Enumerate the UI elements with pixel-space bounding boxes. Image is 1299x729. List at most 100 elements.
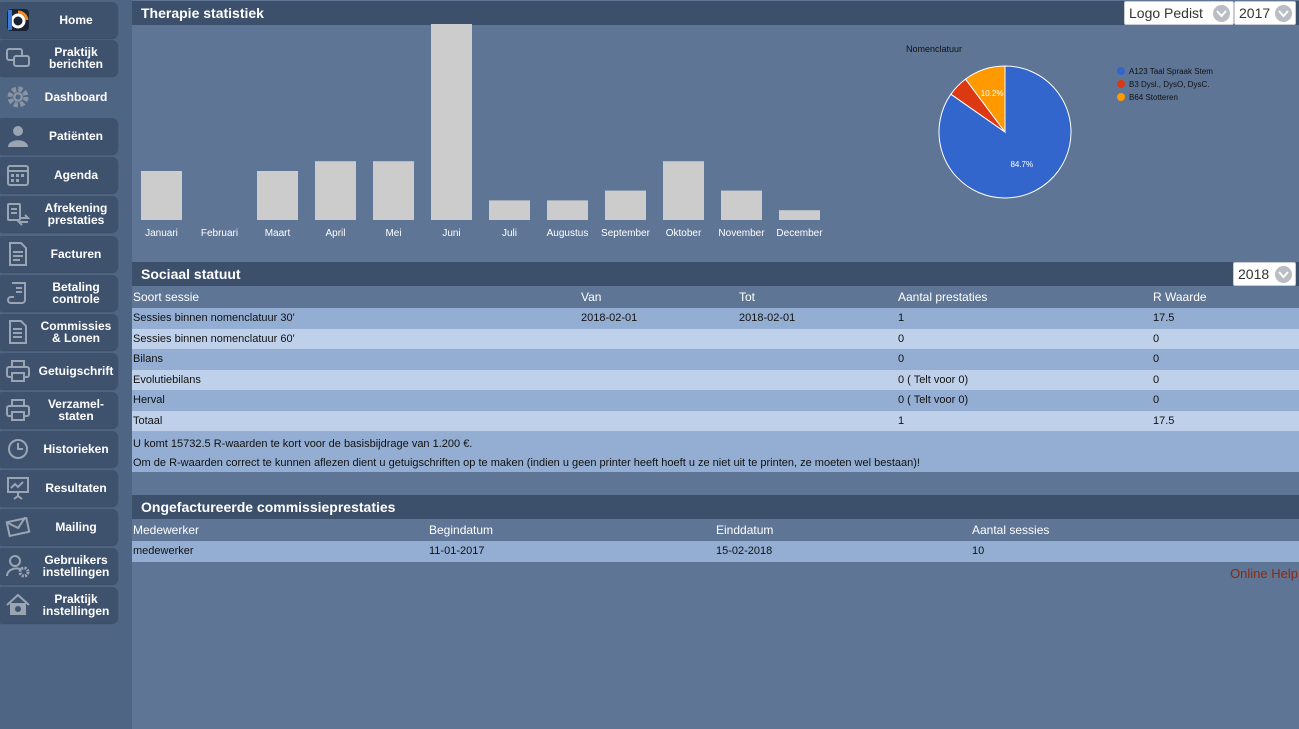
user-settings-icon [0,548,36,584]
x-tick-label: September [601,228,651,239]
table-cell: 0 [1152,369,1299,390]
column-header: Medewerker [132,519,428,541]
table-row: medewerker 11-01-2017 15-02-2018 10 [132,541,1299,562]
legend-marker [1117,67,1125,75]
practice-select-value: Logo Pedist [1129,5,1203,21]
table-cell: 0 [1152,390,1299,411]
online-help-link[interactable]: Online Help [1230,566,1298,581]
sidebar-item-label: Betaling controle [52,280,100,306]
bar-januari[interactable] [141,171,182,220]
social-table: Soort sessie Van Tot Aantal prestaties R… [132,286,1299,431]
bar-maart[interactable] [257,171,298,220]
commissions-table-header: Medewerker Begindatum Einddatum Aantal s… [132,519,1299,541]
table-cell [738,390,897,411]
table-cell [580,410,738,431]
presentation-icon [0,470,36,506]
legend-entry: A123 Taal Spraak Stem [1129,67,1213,76]
sidebar-item-historieken[interactable]: Historieken [0,431,118,467]
sidebar: Home Praktijk berichten Dashboard Patiën… [0,0,132,729]
sidebar-item-getuigschrift[interactable]: Getuigschrift [0,353,118,389]
bar-augustus[interactable] [547,200,588,220]
house-settings-icon [0,587,36,623]
x-tick-label: Oktober [666,228,702,239]
pie-slice[interactable] [938,65,1072,199]
commissions-table: Medewerker Begindatum Einddatum Aantal s… [132,519,1299,562]
sidebar-item-commissies-lonen[interactable]: Commissies & Lonen [0,314,118,350]
x-tick-label: November [718,228,765,239]
sidebar-item-facturen[interactable]: Facturen [0,236,118,272]
therapy-header: Therapie statistiek [132,1,1299,25]
bar-april[interactable] [315,161,356,220]
sidebar-item-label: Mailing [55,520,97,534]
sidebar-item-label: Historieken [43,442,109,456]
clock-icon [0,431,36,467]
therapy-year-select[interactable]: 2017 [1234,1,1296,25]
x-tick-label: Mei [385,228,401,239]
sidebar-item-label: Resultaten [45,481,107,495]
table-cell: 17.5 [1152,308,1299,329]
sidebar-item-afrekening-prestaties[interactable]: Afrekening prestaties [0,196,118,232]
sidebar-item-gebruikers-instellingen[interactable]: Gebruikers instellingen [0,548,118,584]
x-tick-label: Juli [502,228,517,239]
table-row: Herval 0 ( Telt voor 0) 0 [132,390,1299,411]
bar-december[interactable] [779,210,820,220]
shortfall-note: U komt 15732.5 R-waarden te kort voor de… [133,438,473,450]
table-cell: 1 [897,308,1152,329]
bar-november[interactable] [721,190,762,220]
chevron-down-icon [1213,5,1230,22]
column-header: R Waarde [1152,286,1299,308]
sidebar-item-dashboard[interactable]: Dashboard [0,79,118,115]
column-header: Einddatum [715,519,971,541]
sidebar-item-mailing[interactable]: Mailing [0,509,118,545]
envelope-icon [0,509,36,545]
sidebar-item-praktijk-instellingen[interactable]: Praktijk instellingen [0,587,118,623]
sidebar-item-agenda[interactable]: Agenda [0,157,118,193]
table-cell [580,349,738,370]
social-header: Sociaal statuut [132,262,1299,286]
table-cell: 17.5 [1152,410,1299,431]
sidebar-item-home[interactable]: Home [0,2,118,38]
sidebar-item-patienten[interactable]: Patiënten [0,118,118,154]
chevron-down-icon [1275,266,1292,283]
bar-mei[interactable] [373,161,414,220]
table-cell: 2018-02-01 [580,308,738,329]
sidebar-item-resultaten[interactable]: Resultaten [0,470,118,506]
bar-oktober[interactable] [663,161,704,220]
bar-september[interactable] [605,190,646,220]
x-tick-label: Januari [145,228,178,239]
table-cell: 0 [1152,349,1299,370]
chevron-down-icon [1275,5,1292,22]
table-cell: 10 [971,541,1299,562]
practice-select[interactable]: Logo Pedist [1124,1,1234,25]
bar-juli[interactable] [489,200,530,220]
commissions-title: Ongefactureerde commissieprestaties [141,499,396,515]
x-tick-label: Maart [265,228,291,239]
legend-marker [1117,80,1125,88]
sidebar-item-betaling-controle[interactable]: Betaling controle [0,275,118,311]
table-cell: medewerker [132,541,428,562]
table-cell: Sessies binnen nomenclatuur 30' [132,308,580,329]
table-cell [738,369,897,390]
sidebar-item-label: Dashboard [44,90,108,104]
chat-icon [0,40,36,76]
pie-slice[interactable] [964,65,1006,134]
table-row: Sessies binnen nomenclatuur 60' 0 0 [132,328,1299,349]
sidebar-item-praktijk-berichten[interactable]: Praktijk berichten [0,40,118,76]
table-cell [738,410,897,431]
sidebar-item-label: Verzamel-staten [47,397,105,423]
social-year-select[interactable]: 2018 [1233,262,1296,286]
x-tick-label: Juni [442,228,460,239]
legend-entry: B64 Stotteren [1129,93,1178,102]
sidebar-item-label: Praktijk instellingen [42,592,110,618]
settlement-icon [0,196,36,232]
table-row: Bilans 0 0 [132,349,1299,370]
bar-juni[interactable] [431,24,472,220]
column-header: Soort sessie [132,286,580,308]
printer-icon [0,353,36,389]
x-tick-label: April [325,228,345,239]
logo-icon [0,2,36,38]
sidebar-item-verzamelstaten[interactable]: Verzamel-staten [0,392,118,428]
table-cell: 1 [897,410,1152,431]
table-cell: 2018-02-01 [738,308,897,329]
table-cell: Herval [132,390,580,411]
